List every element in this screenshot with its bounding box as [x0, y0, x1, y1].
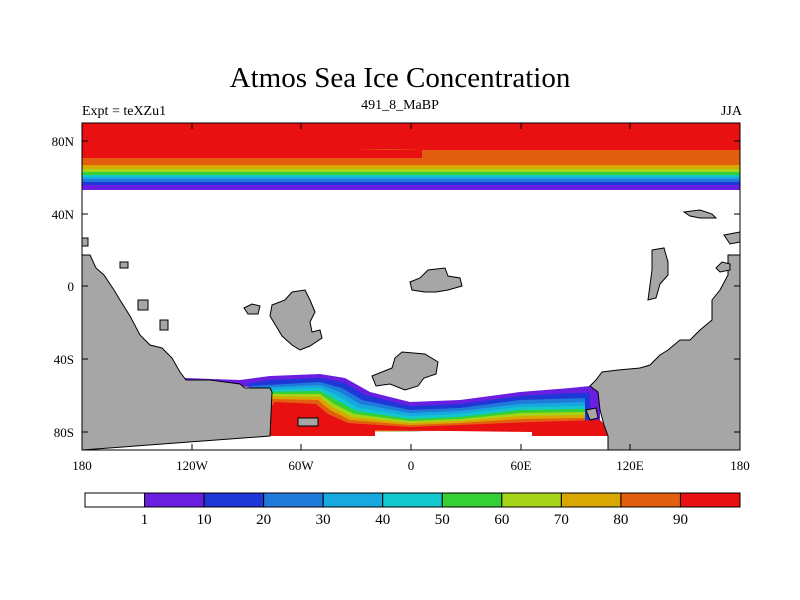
- colorbar-swatch: [679, 492, 741, 508]
- experiment-label: Expt = teXZu1: [82, 104, 167, 119]
- landmass-west-edge: [81, 237, 89, 247]
- lon-label: 60E: [511, 458, 532, 473]
- colorbar-swatch: [560, 492, 622, 508]
- lon-label: 60W: [288, 458, 314, 473]
- colorbar: 1 10 20 30 40 50 60 70 80 90: [84, 492, 741, 528]
- landmass-east-peninsula: [647, 247, 669, 301]
- antarctic-sea-ice: [185, 374, 608, 436]
- colorbar-swatch: [501, 492, 562, 508]
- colorbar-label: 30: [316, 512, 331, 528]
- lat-labels: 80N 40N 0 40S 80S: [52, 134, 75, 440]
- colorbar-swatch: [322, 492, 384, 508]
- map-plot: 80N 40N 0 40S 80S 180 120W 60W 0 60E 120…: [52, 122, 750, 473]
- landmass-island-small-b: [137, 299, 149, 311]
- lon-label: 120W: [176, 458, 209, 473]
- colorbar-swatch: [620, 492, 681, 508]
- landmass-island-central: [269, 289, 323, 351]
- colorbar-swatch: [203, 492, 265, 508]
- lat-label: 80N: [52, 134, 75, 149]
- landmass-americas-west: [81, 254, 273, 451]
- lat-label: 40N: [52, 207, 75, 222]
- colorbar-swatch: [144, 492, 205, 508]
- colorbar-label: 80: [613, 512, 628, 528]
- landmass-island-center-south: [371, 351, 439, 391]
- lat-label: 0: [68, 279, 75, 294]
- lat-label: 40S: [54, 352, 74, 367]
- colorbar-swatch: [263, 492, 324, 508]
- season-label: JJA: [720, 104, 742, 119]
- colorbar-label: 1: [141, 512, 149, 528]
- land-masses: [81, 209, 741, 451]
- landmass-east-small: [715, 261, 731, 273]
- arctic-sea-ice: [82, 123, 740, 190]
- lon-label: 0: [408, 458, 415, 473]
- antarctic-coast-detail: [297, 407, 599, 427]
- chart-title: Atmos Sea Ice Concentration: [229, 62, 571, 94]
- axis-ticks: [82, 123, 740, 450]
- colorbar-swatch: [441, 492, 503, 508]
- colorbar-label: 60: [494, 512, 509, 528]
- colorbar-label: 40: [375, 512, 390, 528]
- lon-label: 120E: [616, 458, 644, 473]
- lat-label: 80S: [54, 425, 74, 440]
- colorbar-label: 50: [435, 512, 450, 528]
- landmass-island-west-small: [243, 303, 261, 315]
- colorbar-swatch: [84, 492, 146, 508]
- lon-labels: 180 120W 60W 0 60E 120E 180: [72, 458, 750, 473]
- landmass-continent-east: [589, 254, 741, 451]
- period-label: 491_8_MaBP: [361, 98, 439, 113]
- colorbar-swatch: [382, 492, 443, 508]
- lon-label: 180: [730, 458, 750, 473]
- landmass-ne-island: [682, 209, 718, 219]
- colorbar-label: 90: [673, 512, 688, 528]
- lon-label: 180: [72, 458, 92, 473]
- landmass-island-small-a: [159, 319, 169, 331]
- landmass-island-small-c: [119, 261, 129, 269]
- landmass-island-north-center: [409, 267, 463, 293]
- colorbar-label: 70: [554, 512, 569, 528]
- colorbar-label: 10: [197, 512, 212, 528]
- colorbar-label: 20: [256, 512, 271, 528]
